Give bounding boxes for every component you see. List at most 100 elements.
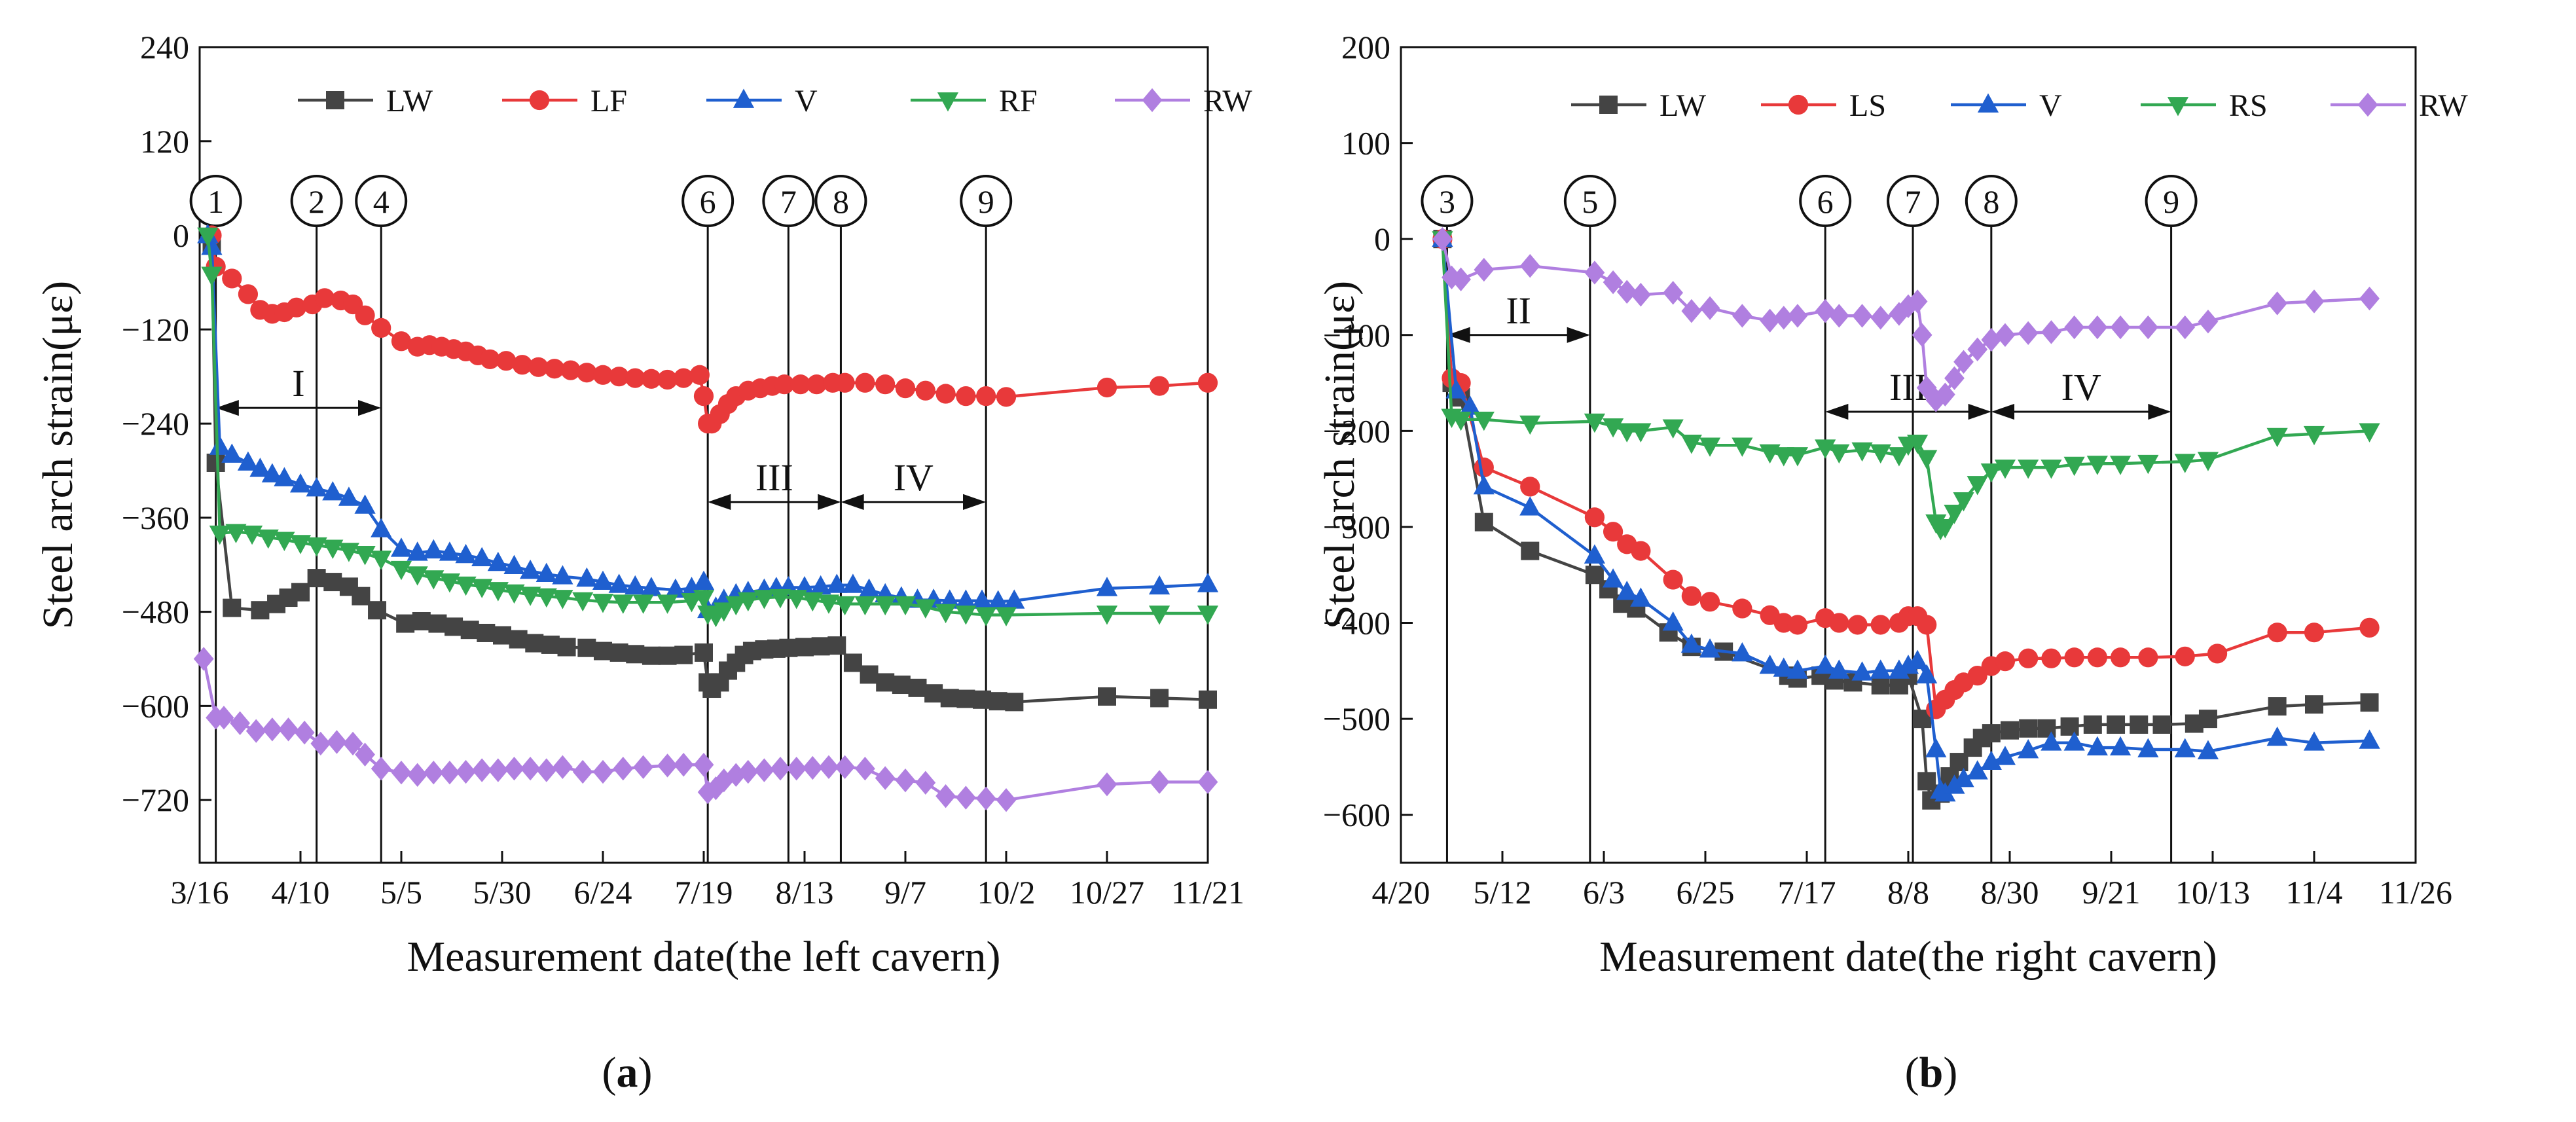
data-point xyxy=(1870,615,1891,635)
data-point xyxy=(860,665,879,684)
data-point xyxy=(1732,304,1752,328)
y-tick-label: −100 xyxy=(1323,317,1390,353)
data-point xyxy=(895,769,916,793)
data-point xyxy=(221,443,243,463)
data-point xyxy=(322,539,344,559)
series-ls xyxy=(1432,229,2380,719)
data-point xyxy=(608,573,630,593)
data-point xyxy=(1148,606,1170,625)
data-point xyxy=(1934,519,1956,539)
data-point xyxy=(1787,304,1808,328)
data-point xyxy=(1916,450,1938,469)
legend-item-lw: LW xyxy=(298,84,433,118)
data-point xyxy=(633,755,653,780)
data-point xyxy=(770,757,791,781)
data-point xyxy=(289,473,312,493)
data-point xyxy=(306,537,327,557)
data-point xyxy=(439,761,460,785)
data-point xyxy=(390,537,412,557)
y-axis-title: Steel arch strain(με) xyxy=(1316,281,1364,629)
data-point xyxy=(251,601,270,620)
series-v xyxy=(1432,227,2380,802)
x-tick-label: 8/30 xyxy=(1981,874,2039,911)
data-point xyxy=(989,692,1007,711)
data-point xyxy=(2041,320,2061,344)
data-point xyxy=(956,386,976,407)
data-point xyxy=(1870,306,1891,330)
data-point xyxy=(1967,760,1988,780)
data-point xyxy=(1149,770,1170,794)
data-point xyxy=(641,369,662,389)
data-point xyxy=(396,614,415,633)
data-point xyxy=(541,635,560,654)
data-point xyxy=(657,369,678,390)
x-tick-label: 5/5 xyxy=(380,874,422,911)
data-point xyxy=(939,589,960,609)
data-point xyxy=(553,755,573,780)
data-point xyxy=(294,720,315,745)
data-point xyxy=(477,623,496,642)
data-point xyxy=(1870,659,1891,679)
data-point xyxy=(956,689,975,708)
data-point xyxy=(1732,642,1753,662)
data-point xyxy=(835,372,855,393)
data-point xyxy=(391,761,412,785)
x-tick-label: 8/8 xyxy=(1887,874,1929,911)
data-point xyxy=(2041,460,2062,479)
legend-label: RS xyxy=(2229,88,2268,123)
y-tick-label: −480 xyxy=(122,594,189,630)
data-point xyxy=(201,236,223,255)
data-point xyxy=(2359,423,2380,443)
data-point xyxy=(314,288,335,308)
y-tick-label: −600 xyxy=(1323,797,1390,833)
event-number: 6 xyxy=(700,183,716,220)
data-point xyxy=(504,757,524,781)
data-point xyxy=(1760,308,1781,333)
legend-item-rf: RF xyxy=(911,84,1038,118)
event-circle xyxy=(1421,175,1474,227)
series-rf xyxy=(197,227,1219,628)
data-point xyxy=(1616,280,1637,304)
data-point xyxy=(423,570,444,590)
data-point xyxy=(230,711,250,735)
data-point xyxy=(241,525,263,545)
data-point xyxy=(289,535,312,554)
data-point xyxy=(802,755,823,780)
data-point xyxy=(2137,454,2159,475)
data-point xyxy=(528,357,549,377)
data-point xyxy=(1519,496,1541,516)
data-point xyxy=(2359,286,2380,311)
legend-swatch-marker xyxy=(529,90,550,111)
data-point xyxy=(1871,676,1890,695)
x-tick-label: 7/19 xyxy=(675,874,733,911)
event-circle xyxy=(1563,175,1616,227)
y-tick-label: −120 xyxy=(122,311,189,348)
data-point xyxy=(737,592,759,612)
y-tick-label: 240 xyxy=(140,29,189,65)
data-point xyxy=(1149,376,1170,396)
data-point xyxy=(471,547,493,567)
data-point xyxy=(1197,770,1218,794)
data-point xyxy=(1603,270,1624,295)
data-point xyxy=(2197,452,2219,471)
data-point xyxy=(1995,651,2016,672)
data-point xyxy=(1519,415,1541,435)
data-point xyxy=(1474,257,1495,282)
data-point xyxy=(1584,544,1606,564)
data-point xyxy=(975,786,996,810)
data-point xyxy=(693,570,715,590)
data-point xyxy=(1916,376,1937,400)
data-point xyxy=(509,630,528,649)
data-point xyxy=(689,365,710,385)
data-point xyxy=(444,617,463,636)
data-point xyxy=(664,578,686,598)
data-point xyxy=(996,787,1017,812)
x-tick-label: 11/21 xyxy=(1171,874,1244,911)
stage-arrowhead-right xyxy=(2148,403,2171,420)
data-point xyxy=(976,386,996,407)
data-point xyxy=(503,584,525,604)
legend-swatch-marker xyxy=(1599,96,1618,114)
data-point xyxy=(1699,592,1720,612)
data-point xyxy=(520,757,541,781)
